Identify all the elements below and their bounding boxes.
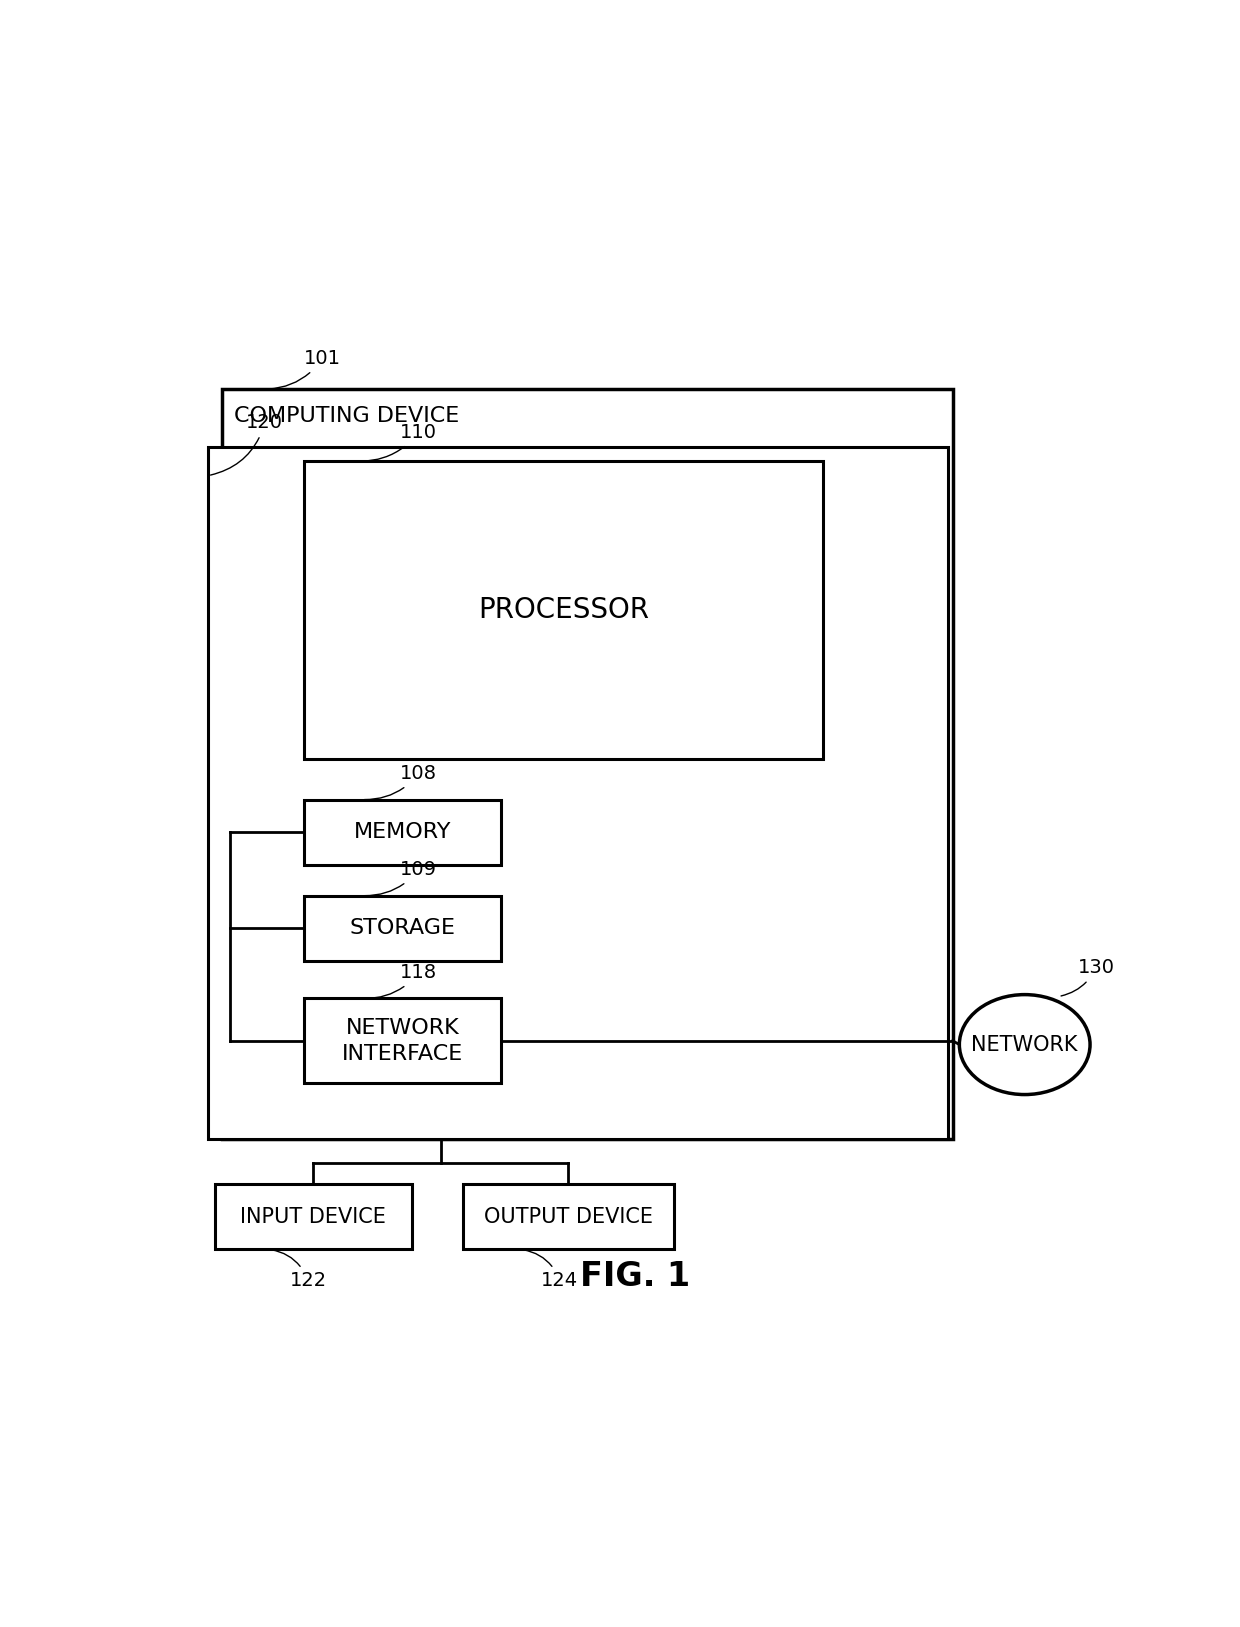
- Text: 118: 118: [365, 963, 438, 999]
- Text: 124: 124: [523, 1250, 578, 1290]
- Text: 120: 120: [211, 413, 283, 475]
- Ellipse shape: [960, 994, 1090, 1095]
- Text: INPUT DEVICE: INPUT DEVICE: [241, 1207, 386, 1227]
- Bar: [463, 1184, 675, 1250]
- Bar: [304, 999, 501, 1084]
- Bar: [304, 895, 501, 962]
- Text: 110: 110: [360, 423, 436, 462]
- Bar: [304, 799, 501, 866]
- Text: 122: 122: [272, 1250, 326, 1290]
- Text: FIG. 1: FIG. 1: [580, 1259, 691, 1292]
- Text: PROCESSOR: PROCESSOR: [477, 595, 649, 625]
- Text: COMPUTING DEVICE: COMPUTING DEVICE: [234, 407, 459, 426]
- Text: 101: 101: [268, 350, 341, 389]
- Text: NETWORK: NETWORK: [971, 1035, 1078, 1054]
- Text: OUTPUT DEVICE: OUTPUT DEVICE: [484, 1207, 652, 1227]
- Text: 130: 130: [1061, 958, 1115, 996]
- Text: 108: 108: [365, 765, 436, 799]
- Bar: [208, 447, 947, 1139]
- Text: STORAGE: STORAGE: [350, 918, 455, 939]
- Bar: [222, 389, 952, 1139]
- Text: MEMORY: MEMORY: [353, 822, 451, 843]
- Text: NETWORK
INTERFACE: NETWORK INTERFACE: [342, 1017, 463, 1064]
- Bar: [215, 1184, 412, 1250]
- Text: 109: 109: [365, 861, 436, 896]
- Bar: [304, 462, 823, 760]
